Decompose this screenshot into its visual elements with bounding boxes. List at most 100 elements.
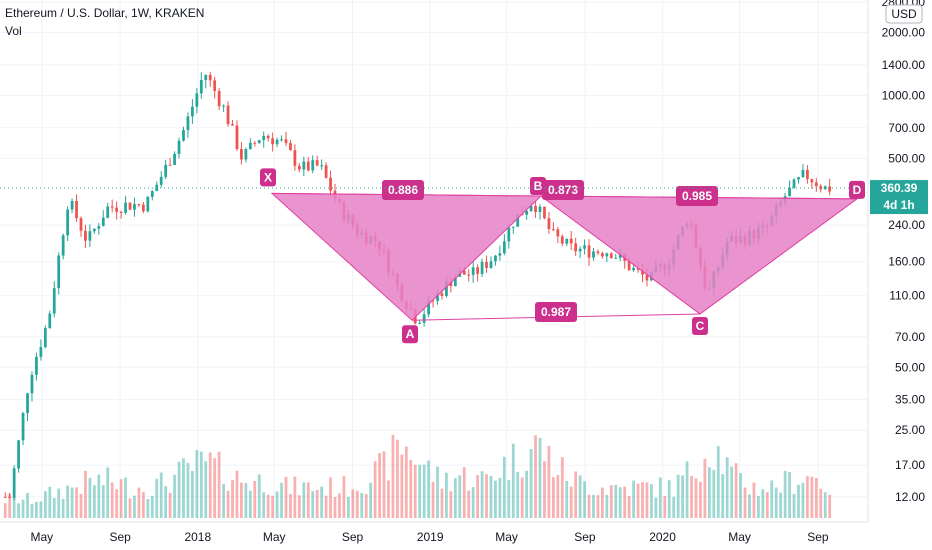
pattern-point-label: C (696, 319, 705, 333)
volume-bar (284, 476, 288, 518)
candle-body (823, 186, 827, 190)
volume-bar (672, 496, 676, 518)
volume-bar (191, 470, 194, 518)
candle-body (806, 169, 809, 180)
x-tick-label: Sep (342, 530, 364, 544)
candle-body (431, 300, 435, 302)
y-tick-label: 160.00 (888, 255, 925, 269)
volume-bar (422, 464, 426, 518)
volume-bar (155, 478, 159, 518)
pattern-ratio-label[interactable]: 0.873 (542, 180, 584, 200)
volume-bar (8, 494, 12, 518)
candle-body (141, 204, 145, 212)
candle-body (231, 124, 234, 126)
volume-bar (43, 491, 47, 518)
candle-body (57, 255, 61, 289)
volume-bar (208, 452, 212, 518)
pattern-point-d[interactable]: D (849, 180, 865, 199)
candle-body (485, 261, 488, 268)
volume-bar (70, 487, 74, 518)
volume-bar (485, 474, 488, 518)
volume-bar (409, 459, 413, 518)
candle-body (177, 140, 181, 154)
volume-bar (289, 494, 292, 518)
candle-body (115, 207, 119, 212)
pattern-ratio-value: 0.886 (388, 183, 418, 197)
bar-countdown: 4d 1h (883, 198, 914, 212)
volume-bar (699, 481, 702, 518)
candle-body (43, 328, 47, 348)
pattern-ratio-label[interactable]: 0.987 (535, 302, 577, 322)
volume-bar (217, 451, 221, 518)
pattern-point-x[interactable]: X (260, 168, 276, 187)
volume-bar (551, 477, 555, 518)
symbol-title: Ethereum / U.S. Dollar, 1W, KRAKEN (5, 6, 205, 20)
volume-bar (391, 434, 395, 518)
candle-body (329, 177, 332, 191)
candle-body (3, 496, 7, 498)
volume-bar (48, 486, 52, 518)
volume-bar (471, 487, 475, 518)
volume-bar (275, 491, 279, 518)
candle-body (467, 274, 471, 276)
candle-body (618, 254, 622, 258)
candle-body (222, 105, 225, 107)
y-tick-label: 50.00 (895, 360, 925, 374)
last-price-badge: 360.39 4d 1h (870, 180, 928, 215)
volume-bar (560, 457, 564, 518)
candle-body (92, 228, 96, 232)
candle-body (627, 260, 631, 271)
volume-bar (480, 471, 484, 518)
volume-bar (244, 483, 248, 518)
volume-bar (583, 481, 586, 518)
volume-bar (12, 495, 16, 518)
volume-bar (333, 497, 337, 518)
pattern-point-c[interactable]: C (692, 316, 708, 335)
pattern-ratio-label[interactable]: 0.985 (676, 186, 718, 206)
candle-body (788, 187, 791, 197)
candle-body (418, 322, 422, 324)
candle-body (609, 253, 613, 259)
candle-body (137, 204, 141, 206)
candle-body (801, 169, 805, 178)
volume-bar (462, 467, 466, 518)
volume-bar (476, 475, 479, 518)
volume-bar (752, 482, 756, 518)
volume-bar (97, 474, 101, 518)
pattern-point-label: B (534, 179, 543, 193)
volume-bar (21, 499, 25, 518)
volume-bar (320, 486, 324, 518)
chart-header: Ethereum / U.S. Dollar, 1W, KRAKEN Vol (5, 4, 204, 40)
volume-bar (168, 492, 172, 518)
volume-bar (453, 478, 457, 518)
candle-body (30, 374, 34, 394)
candle-body (601, 253, 604, 257)
pattern-point-a[interactable]: A (402, 325, 418, 344)
volume-bar (716, 446, 720, 518)
candle-body (280, 139, 283, 141)
volume-bar (596, 495, 600, 518)
candle-body (257, 140, 261, 144)
volume-bar (66, 485, 70, 518)
volume-bar (115, 489, 119, 518)
volume-bar (609, 485, 613, 518)
candle-body (195, 93, 199, 107)
x-tick-label: May (30, 530, 53, 544)
volume-bar (663, 495, 667, 518)
candle-body (84, 230, 87, 241)
y-tick-label: 2000.00 (882, 26, 926, 40)
candle-body (587, 245, 591, 258)
volume-bar (173, 474, 176, 518)
currency-badge[interactable]: USD (885, 4, 923, 24)
volume-bar (35, 501, 38, 518)
volume-bar (650, 484, 653, 518)
y-tick-label: 12.00 (895, 490, 925, 504)
volume-bar (645, 482, 649, 518)
volume-bar (574, 471, 578, 518)
volume-bar (761, 489, 765, 518)
pattern-point-label: A (406, 327, 415, 341)
volume-bar (632, 480, 635, 518)
candle-body (159, 176, 163, 185)
pattern-ratio-label[interactable]: 0.886 (382, 180, 424, 200)
